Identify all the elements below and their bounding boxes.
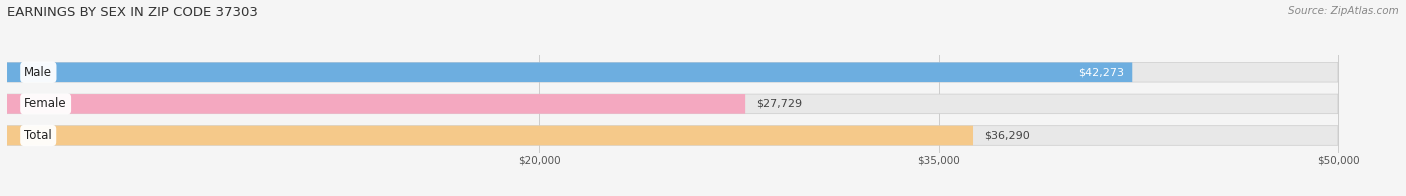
Text: Male: Male bbox=[24, 66, 52, 79]
FancyBboxPatch shape bbox=[7, 126, 1339, 145]
Text: $27,729: $27,729 bbox=[756, 99, 801, 109]
FancyBboxPatch shape bbox=[7, 63, 1339, 82]
Text: Female: Female bbox=[24, 97, 67, 110]
FancyBboxPatch shape bbox=[7, 63, 1132, 82]
Text: $42,273: $42,273 bbox=[1078, 67, 1125, 77]
FancyBboxPatch shape bbox=[7, 94, 1339, 114]
Text: Source: ZipAtlas.com: Source: ZipAtlas.com bbox=[1288, 6, 1399, 16]
FancyBboxPatch shape bbox=[7, 126, 973, 145]
Text: Total: Total bbox=[24, 129, 52, 142]
Text: EARNINGS BY SEX IN ZIP CODE 37303: EARNINGS BY SEX IN ZIP CODE 37303 bbox=[7, 6, 257, 19]
Text: $36,290: $36,290 bbox=[984, 131, 1029, 141]
FancyBboxPatch shape bbox=[7, 94, 745, 114]
